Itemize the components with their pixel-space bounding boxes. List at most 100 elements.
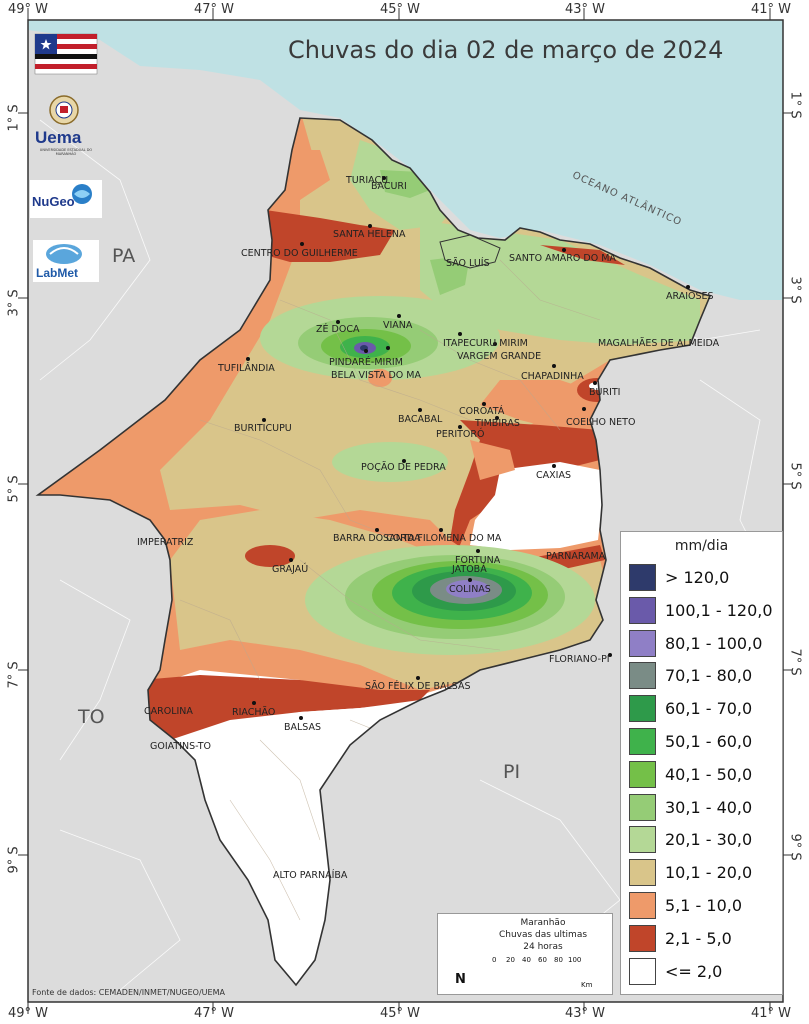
sao-luis-island	[439, 234, 501, 269]
legend-title: mm/dia	[674, 538, 729, 554]
scale-tick-label: 0	[492, 956, 497, 964]
legend-label: 5,1 - 10,0	[665, 896, 743, 915]
lon-tick-bottom: 45° W	[380, 1006, 421, 1021]
legend-label: 20,1 - 30,0	[665, 830, 753, 850]
city-label: BACABAL	[398, 414, 443, 425]
info-line-3: 24 horas	[523, 942, 563, 952]
city-label: BACURI	[371, 181, 407, 192]
lon-tick-bottom: 47° W	[194, 1006, 235, 1021]
lon-tick-top: 49° W	[8, 2, 49, 17]
city-label: PARNARAMA	[546, 551, 606, 562]
city-label: SANTA HELENA	[333, 229, 406, 240]
legend-label: 2,1 - 5,0	[665, 928, 732, 948]
city-label: ITAPECURU MIRIM	[443, 338, 528, 349]
legend-swatch	[629, 859, 656, 887]
legend-label: 50,1 - 60,0	[665, 732, 753, 751]
lon-tick-top: 45° W	[380, 2, 421, 17]
city-label: GRAJAÚ	[272, 564, 309, 575]
city-label: BELA VISTA DO MA	[331, 370, 421, 381]
legend-label: > 120,0	[665, 568, 730, 587]
lat-tick-right: 7° S	[787, 648, 803, 676]
city-label: COLINAS	[449, 584, 491, 595]
city-label: IMPERATRIZ	[137, 537, 194, 548]
city-label: PERITORÓ	[436, 429, 485, 440]
legend-label: 60,1 - 70,0	[665, 699, 753, 719]
legend-swatch	[629, 629, 656, 657]
lat-tick-left: 7° S	[6, 661, 22, 689]
legend-swatch	[629, 892, 656, 919]
legend-item: 10,1 - 20,0	[629, 859, 779, 887]
lat-tick-right: 9° S	[787, 833, 803, 861]
city-dots	[246, 176, 690, 720]
legend-label: 70,1 - 80,0	[665, 666, 753, 686]
city-label: FORTUNA	[455, 555, 501, 566]
lat-tick-right: 3° S	[787, 276, 803, 304]
city-label: CENTRO DO GUILHERME	[241, 248, 358, 259]
lat-tick-left: 9° S	[6, 846, 22, 874]
legend-item: 2,1 - 5,0	[629, 924, 779, 953]
city-label: VARGEM GRANDE	[457, 351, 542, 362]
legend-label: <= 2,0	[665, 961, 723, 981]
lat-tick-left: 5° S	[6, 475, 22, 503]
city-label: PINDARÉ-MIRIM	[329, 357, 403, 368]
city-label: ARAIOSES	[666, 291, 714, 302]
city-label: SANTO AMARO DO MA	[509, 253, 616, 264]
city-label: MAGALHÃES DE ALMEIDA	[598, 338, 720, 349]
map-frame	[27, 19, 784, 1003]
city-label: SÃO FÉLIX DE BALSAS	[365, 681, 471, 692]
city-label: SÃO LUÍS	[446, 258, 490, 269]
scale-tick-label: 40	[522, 956, 531, 964]
nugeo-logo	[30, 180, 102, 218]
info-line-2: Chuvas das ultimas	[498, 930, 588, 940]
region-label-pa: PA	[112, 245, 136, 267]
city-label: ALTO PARNAÍBA	[273, 870, 348, 881]
city-label: GOIATINS-TO	[150, 741, 211, 752]
data-source: Fonte de dados: CEMADEN/INMET/NUGEO/UEMA	[32, 988, 225, 997]
lon-tick-bottom: 43° W	[565, 1006, 606, 1021]
city-label: CAXIAS	[536, 470, 571, 481]
legend-swatch	[629, 695, 656, 723]
uema-logo-text: Uema	[35, 128, 82, 147]
city-label: CHAPADINHA	[521, 371, 584, 382]
legend-item: > 120,0	[629, 564, 779, 592]
info-box: Maranhão Chuvas das ultimas 24 horas N 0…	[437, 913, 613, 995]
city-label: VIANA	[383, 320, 413, 331]
region-label-to: TO	[78, 706, 105, 728]
city-label: TURIAÇU	[346, 175, 389, 186]
legend-label: 10,1 - 20,0	[665, 863, 753, 883]
legend-swatch	[629, 760, 656, 788]
scale-tick-label: 20	[506, 956, 515, 964]
legend-item: 70,1 - 80,0	[629, 662, 779, 690]
lat-tick-right: 5° S	[787, 462, 803, 490]
lon-tick-bottom: 49° W	[8, 1006, 49, 1021]
legend-label: 40,1 - 50,0	[665, 764, 753, 784]
legend-label: 30,1 - 40,0	[665, 797, 753, 817]
city-label: COROATÁ	[459, 406, 505, 417]
city-label: TUFILÂNDIA	[218, 363, 275, 374]
lon-tick-top: 47° W	[194, 2, 235, 17]
legend-swatch	[629, 662, 656, 690]
legend-label: 80,1 - 100,0	[665, 633, 763, 653]
municipal-borders	[179, 259, 601, 921]
legend-item: 100,1 - 120,0	[629, 596, 779, 625]
legend: mm/dia > 120,0 100,1 - 120,0 80,1 - 100,0 7…	[620, 531, 783, 995]
city-label: BALSAS	[284, 722, 322, 733]
lon-tick-bottom: 41° W	[751, 1006, 792, 1021]
info-line-1: Maranhão	[520, 918, 566, 928]
city-label: POÇÃO DE PEDRA	[361, 462, 446, 473]
labmet-logo	[33, 240, 99, 282]
legend-label: 100,1 - 120,0	[665, 600, 773, 620]
city-label: FLORIANO-PI	[549, 654, 610, 665]
city-label: BURITICUPU	[234, 423, 292, 434]
uema-logo-subtext: UNIVERSIDADE ESTADUAL DO MARANHÃO	[39, 148, 93, 156]
legend-item: 5,1 - 10,0	[629, 892, 779, 920]
city-label: CAROLINA	[144, 706, 193, 717]
city-label: JATOBÁ	[452, 564, 487, 575]
legend-swatch	[629, 826, 656, 854]
legend-swatch	[629, 957, 656, 985]
legend-item: 50,1 - 60,0	[629, 728, 779, 756]
scale-tick-label: 80	[554, 956, 563, 964]
uema-seal	[49, 95, 79, 125]
legend-item: 80,1 - 100,0	[629, 629, 779, 658]
